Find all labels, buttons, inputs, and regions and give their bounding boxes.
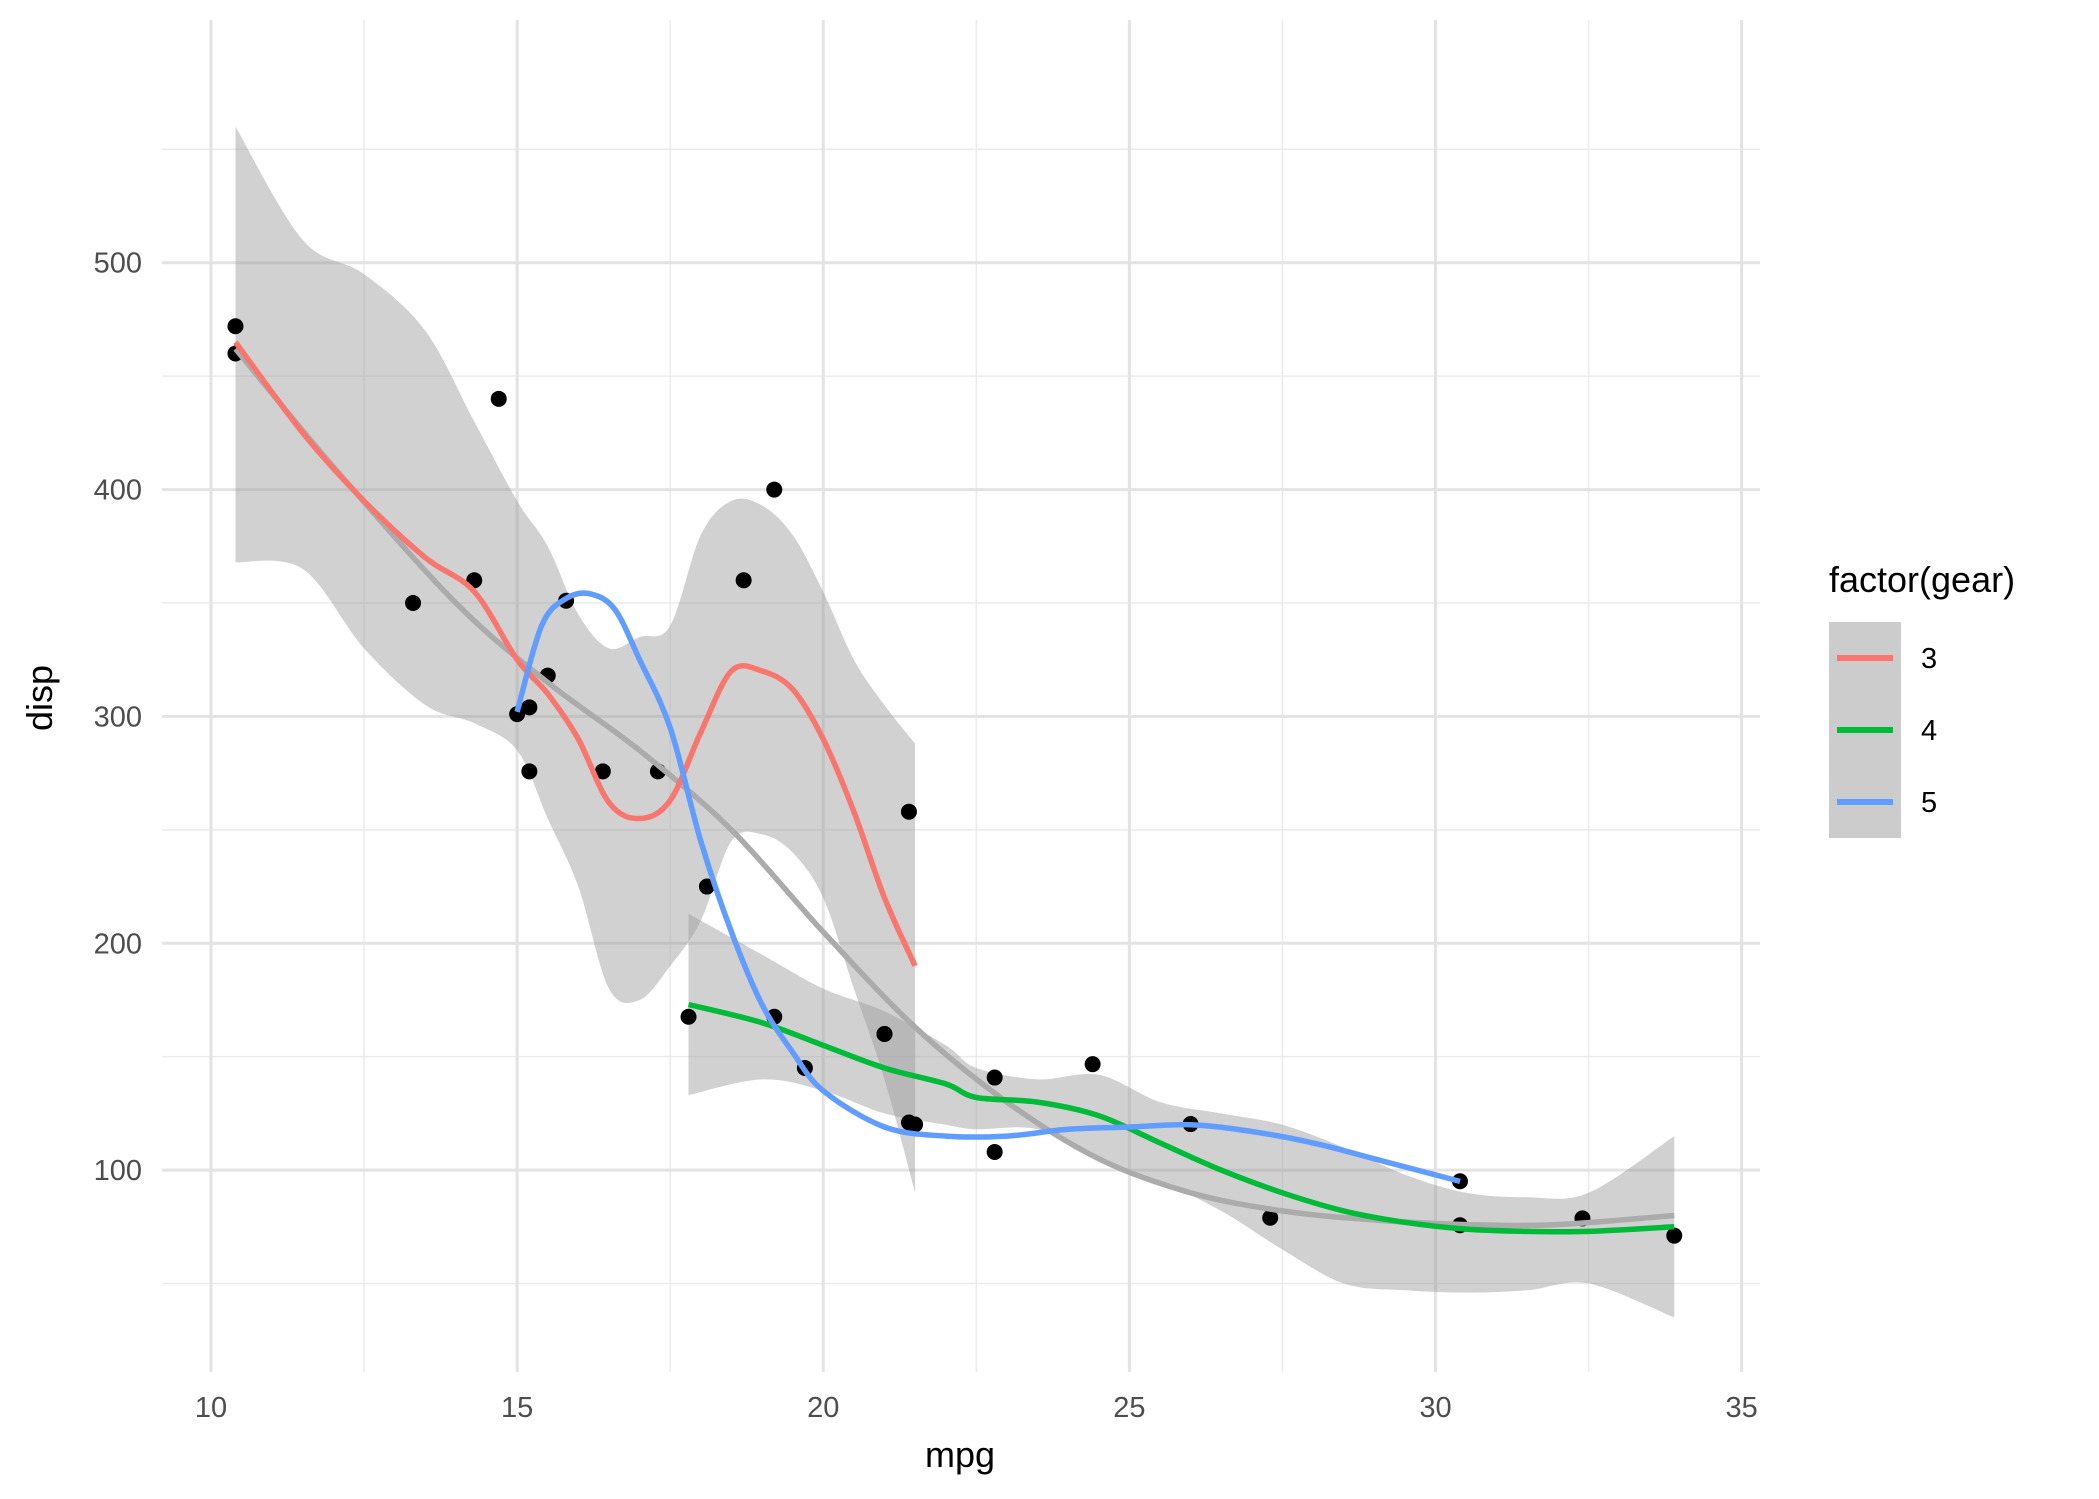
smooth-lines	[233, 340, 1675, 1235]
x-tick-label: 25	[1113, 1392, 1145, 1424]
data-point	[900, 803, 917, 820]
grid-layer	[162, 20, 1760, 1372]
data-point	[766, 481, 783, 498]
x-axis-title: mpg	[925, 1434, 995, 1475]
data-point	[521, 763, 538, 780]
y-axis-title: disp	[19, 665, 60, 731]
data-point	[680, 1008, 697, 1025]
legend-title: factor(gear)	[1829, 559, 2015, 600]
data-point	[521, 699, 538, 716]
data-point	[594, 763, 611, 780]
smooth-line-5	[514, 590, 1461, 1185]
y-tick-label: 100	[94, 1155, 142, 1187]
x-tick-label: 30	[1419, 1392, 1451, 1424]
smooth-line-3	[233, 340, 918, 968]
data-point	[490, 390, 507, 407]
x-tick-label: 35	[1725, 1392, 1757, 1424]
data-point	[735, 572, 752, 589]
data-point	[1262, 1209, 1279, 1226]
confidence-bands	[235, 126, 1675, 1318]
data-point	[1084, 1056, 1101, 1073]
y-tick-label: 200	[94, 928, 142, 960]
tick-labels: 10 15 20 25 30 35 100 200 300 400 500	[94, 248, 1758, 1424]
data-point	[509, 706, 526, 723]
data-point	[227, 318, 244, 335]
legend-label: 3	[1921, 643, 1937, 675]
x-tick-label: 15	[501, 1392, 533, 1424]
legend: factor(gear) 3 4 5	[1829, 559, 2015, 838]
data-point	[900, 1114, 917, 1131]
smooth-line-4	[687, 1001, 1675, 1235]
y-tick-label: 300	[94, 701, 142, 733]
data-point	[1666, 1227, 1683, 1244]
data-point	[986, 1069, 1003, 1086]
data-point	[876, 1026, 893, 1042]
x-tick-label: 10	[195, 1392, 227, 1424]
legend-label: 5	[1921, 787, 1937, 819]
data-point	[986, 1143, 1003, 1160]
data-point	[698, 878, 715, 895]
legend-keys: 3 4 5	[1829, 622, 1937, 838]
confidence-band-4	[688, 913, 1675, 1318]
y-tick-label: 400	[94, 475, 142, 507]
legend-label: 4	[1921, 715, 1937, 747]
confidence-band-3	[235, 126, 916, 1193]
x-tick-label: 20	[807, 1392, 839, 1424]
y-tick-label: 500	[94, 248, 142, 280]
data-point	[405, 594, 422, 611]
